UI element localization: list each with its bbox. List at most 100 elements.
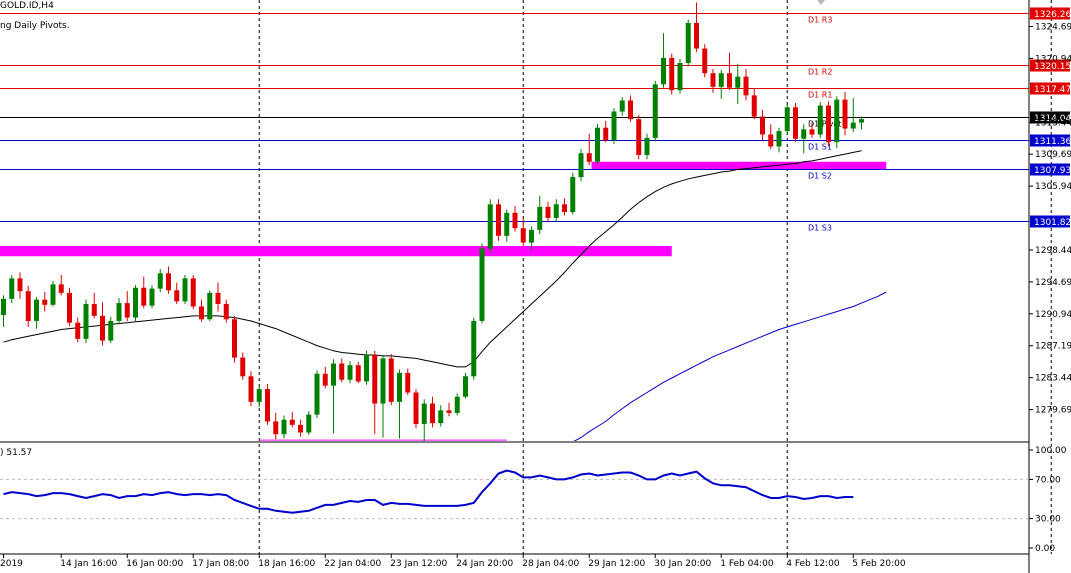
candle-body — [1, 298, 6, 315]
pivot-price-text: 1314.04 — [1034, 114, 1071, 124]
candle-body — [859, 119, 864, 123]
candle-body — [256, 389, 262, 402]
time-tick-label: 1 Feb 04:00 — [720, 559, 774, 569]
time-tick-label: 16 Jan 00:00 — [126, 559, 183, 569]
candle-body — [108, 320, 114, 341]
ma-fast-line — [3, 150, 862, 368]
time-axis: 2019 14 Jan 16:00 16 Jan 00:00 17 Jan 08:00… — [0, 554, 906, 569]
ma-slow-line — [573, 291, 887, 441]
candle-body — [685, 22, 691, 63]
time-tick-label: 2019 — [0, 559, 23, 569]
pivot-price-text: 1326.26 — [1034, 10, 1071, 20]
candle-body — [380, 358, 386, 404]
candle-body — [611, 111, 617, 141]
pivot-label: D1 R3 — [808, 16, 832, 25]
candle-body — [496, 204, 501, 236]
price-tick-label: 1290.94 — [1035, 310, 1071, 320]
candle-body — [578, 153, 584, 178]
time-tick-label: 24 Jan 20:00 — [456, 559, 513, 569]
candle-body — [67, 292, 72, 323]
candle-body — [50, 284, 56, 305]
pivot-label: D1 S1 — [808, 143, 832, 152]
candle-body — [826, 105, 831, 143]
candle-body — [512, 212, 518, 229]
pivot-price-tag — [1030, 7, 1070, 20]
candle-body — [636, 119, 642, 155]
candle-body — [504, 212, 510, 236]
candle-body — [776, 131, 782, 147]
candle-body — [347, 365, 353, 380]
candle-body — [388, 358, 394, 402]
price-tick-label: 1305.94 — [1035, 182, 1071, 192]
rsi-tick-label: 0.00 — [1035, 544, 1055, 554]
candle-body — [454, 396, 460, 413]
candle-body — [141, 287, 147, 306]
candle-body — [75, 322, 81, 339]
candlesticks — [1, 2, 864, 441]
candle-body — [735, 76, 741, 88]
candle-body — [545, 206, 551, 218]
candle-body — [809, 129, 815, 135]
time-tick-label: 29 Jan 12:00 — [588, 559, 645, 569]
rsi-value-label: ) 51.57 — [0, 448, 33, 458]
time-tick-label: 5 Feb 20:00 — [852, 559, 906, 569]
rsi-panel: 100.00 70.00 30.00 0.00 — [0, 446, 1067, 554]
scroll-marker-icon[interactable] — [817, 0, 825, 6]
candle-body — [669, 57, 675, 91]
candle-body — [743, 76, 749, 96]
candle-body — [529, 229, 534, 243]
pivot-label: D1 Pivot — [808, 120, 841, 129]
candle-body — [190, 278, 196, 307]
time-tick-label: 14 Jan 16:00 — [60, 559, 117, 569]
rsi-line — [3, 469, 854, 514]
pivot-price-text: 1317.47 — [1034, 85, 1071, 95]
candle-body — [487, 204, 493, 249]
pivot-price-text: 1301.82 — [1034, 218, 1071, 228]
time-tick-label: 28 Jan 04:00 — [522, 559, 579, 569]
candle-body — [166, 273, 171, 291]
candle-body — [116, 303, 122, 321]
candle-body — [438, 410, 444, 424]
candle-body — [421, 403, 427, 424]
candle-body — [34, 299, 39, 321]
candle-body — [677, 63, 683, 91]
candle-body — [784, 107, 790, 132]
candle-body — [817, 105, 823, 135]
rsi-tick-label: 70.00 — [1035, 475, 1061, 485]
candle-body — [603, 127, 609, 141]
candle-body — [446, 410, 452, 413]
candle-body — [314, 373, 320, 415]
candle-body — [17, 278, 23, 292]
pivot-price-tag — [1030, 111, 1070, 124]
price-tick-label: 1294.69 — [1035, 278, 1071, 288]
candle-body — [644, 137, 650, 155]
pivot-price-text: 1311.36 — [1034, 137, 1071, 147]
candle-body — [182, 278, 188, 302]
candle-body — [628, 100, 633, 120]
candle-body — [768, 134, 774, 147]
pivot-label: D1 S3 — [808, 224, 832, 233]
pivot-price-tag — [1030, 59, 1070, 72]
candle-body — [479, 248, 485, 321]
candle-body — [91, 303, 97, 316]
candle-body — [801, 129, 807, 139]
time-tick-label: 23 Jan 12:00 — [390, 559, 447, 569]
candle-body — [850, 122, 856, 129]
candle-body — [339, 363, 345, 380]
candle-body — [199, 306, 204, 320]
chart-title: GOLD.ID,H4 — [0, 1, 54, 11]
candle-body — [215, 292, 221, 304]
candle-body — [751, 95, 757, 117]
pivot-price-text: 1307.93 — [1034, 166, 1071, 176]
candle-body — [207, 292, 213, 320]
price-tick-label: 1298.44 — [1035, 246, 1071, 256]
moving-averages — [3, 150, 887, 441]
candle-body — [619, 100, 625, 112]
pivot-price-tag — [1030, 163, 1070, 176]
candle-body — [240, 357, 246, 377]
candle-body — [652, 84, 658, 138]
candle-body — [537, 206, 543, 230]
candle-body — [25, 291, 31, 321]
symbol-title: GOLD.ID,H4 — [0, 1, 54, 11]
